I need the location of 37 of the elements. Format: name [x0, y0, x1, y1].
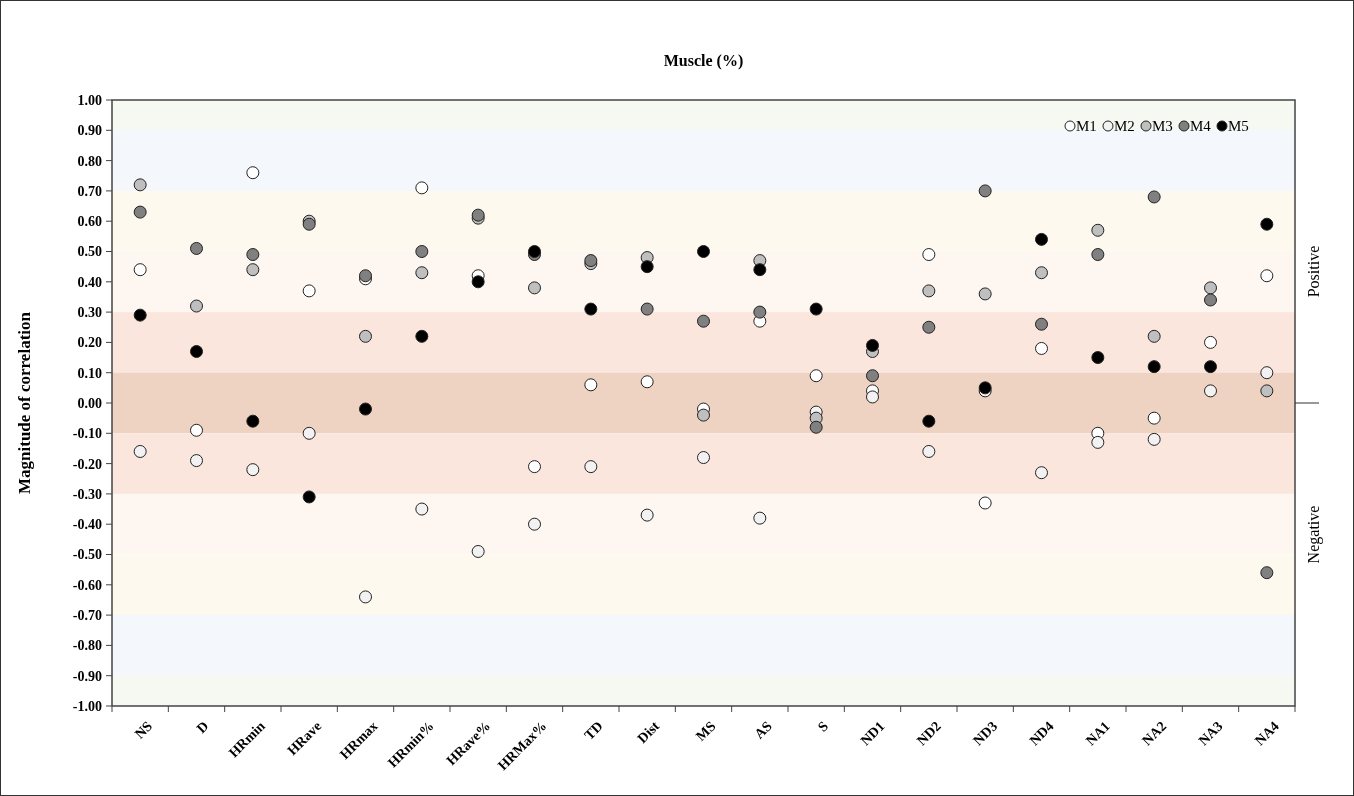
y-tick-label: -0.30 [72, 486, 102, 502]
legend-label: M1 [1076, 118, 1097, 135]
y-tick-label: 0.80 [77, 153, 102, 169]
y-tick-label: 0.30 [77, 305, 102, 320]
y-tick-label: 0.50 [77, 244, 102, 260]
legend-label: M3 [1152, 118, 1173, 135]
y-tick-label: -1.00 [72, 698, 102, 714]
y-tick-label: 0.70 [77, 183, 102, 199]
x-tick-label: Dist [634, 718, 663, 747]
legend-label: M4 [1190, 118, 1212, 135]
y-tick-label: 0.60 [77, 214, 102, 230]
x-tick-label: TD [581, 718, 606, 743]
y-tick-label: 1.00 [77, 92, 102, 108]
y-tick-label: -0.90 [72, 668, 102, 684]
legend-label: M2 [1114, 118, 1135, 135]
y-tick-label: -0.20 [72, 456, 102, 472]
y-tick-label: 0.20 [77, 335, 102, 351]
y-tick-label: -0.50 [72, 547, 102, 563]
legend-label: M5 [1228, 118, 1249, 135]
y-tick-label: -0.60 [72, 577, 102, 593]
chart-title: Muscle (%) [663, 52, 744, 70]
y-tick-label: 0.00 [77, 395, 102, 411]
x-tick-label: D [193, 718, 212, 737]
y-tick-label: 0.40 [77, 274, 102, 290]
text: Positive [1304, 245, 1322, 298]
text: Negative [1304, 505, 1323, 564]
y-tick-label: -0.10 [72, 426, 102, 442]
y-tick-label: 0.10 [77, 365, 102, 381]
x-tick-label: AS [751, 718, 776, 742]
x-tick-label: NS [131, 718, 156, 742]
y-tick-label: 0.90 [77, 123, 102, 139]
x-tick-label: MS [693, 718, 719, 744]
y-tick-label: -0.70 [72, 608, 102, 623]
y-axis-title: Magnitude of correlation [15, 311, 34, 494]
x-tick-label: S [815, 718, 832, 735]
y-tick-label: -0.40 [72, 517, 102, 533]
y-tick-label: -0.80 [72, 638, 102, 654]
